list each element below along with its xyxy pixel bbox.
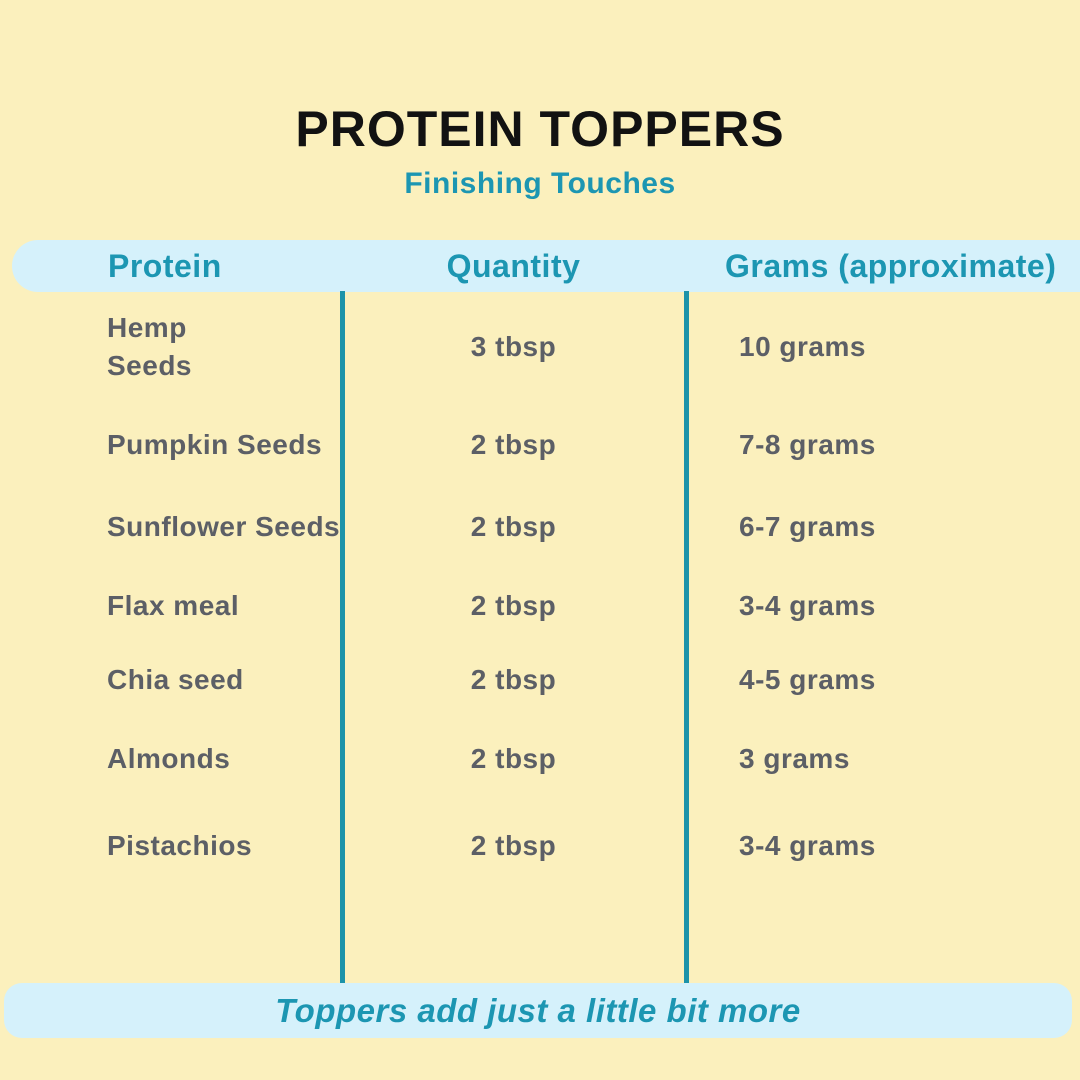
table-row: Hemp Seeds 3 tbsp 10 grams — [0, 291, 1080, 402]
table-row: Chia seed 2 tbsp 4-5 grams — [0, 644, 1080, 716]
cell-quantity: 2 tbsp — [470, 428, 557, 460]
column-divider-2 — [684, 291, 689, 983]
cell-protein: Chia seed — [107, 664, 244, 695]
cell-quantity: 2 tbsp — [470, 664, 557, 695]
footer-band: Toppers add just a little bit more — [4, 983, 1072, 1038]
table-row: Sunflower Seeds 2 tbsp 6-7 grams — [0, 487, 1080, 567]
column-divider-1 — [340, 291, 345, 983]
page-title: PROTEIN TOPPERS — [295, 101, 785, 157]
column-header-quantity: Quantity — [446, 247, 581, 284]
table-header-band: Protein Quantity Grams (approximate) — [12, 240, 1080, 292]
cell-protein: Almonds — [107, 743, 231, 774]
column-header-grams: Grams (approximate) — [725, 247, 1057, 284]
cell-grams: 4-5 grams — [739, 664, 876, 695]
footer-note: Toppers add just a little bit more — [275, 991, 801, 1029]
table-row: Almonds 2 tbsp 3 grams — [0, 716, 1080, 802]
table-row: Flax meal 2 tbsp 3-4 grams — [0, 567, 1080, 644]
cell-protein: Pumpkin Seeds — [107, 428, 323, 460]
table-row: Pistachios 2 tbsp 3-4 grams — [0, 802, 1080, 890]
table-body: Hemp Seeds 3 tbsp 10 grams Pumpkin Seeds… — [0, 291, 1080, 983]
cell-quantity: 2 tbsp — [470, 511, 557, 542]
cell-protein: Sunflower Seeds — [107, 511, 341, 542]
cell-grams: 3-4 grams — [739, 589, 876, 621]
table-row: Pumpkin Seeds 2 tbsp 7-8 grams — [0, 402, 1080, 487]
cell-quantity: 2 tbsp — [470, 830, 557, 861]
cell-grams: 6-7 grams — [739, 511, 876, 542]
page-subtitle: Finishing Touches — [404, 167, 676, 200]
column-header-protein: Protein — [108, 247, 222, 284]
cell-grams: 7-8 grams — [739, 428, 876, 460]
cell-grams: 10 grams — [739, 330, 866, 362]
cell-protein: Flax meal — [107, 589, 240, 621]
cell-quantity: 2 tbsp — [470, 743, 557, 774]
cell-protein: Hemp Seeds — [107, 311, 192, 381]
cell-quantity: 3 tbsp — [470, 330, 557, 362]
cell-protein: Pistachios — [107, 830, 253, 861]
cell-grams: 3 grams — [739, 743, 850, 774]
cell-grams: 3-4 grams — [739, 830, 876, 861]
cell-quantity: 2 tbsp — [470, 589, 557, 621]
